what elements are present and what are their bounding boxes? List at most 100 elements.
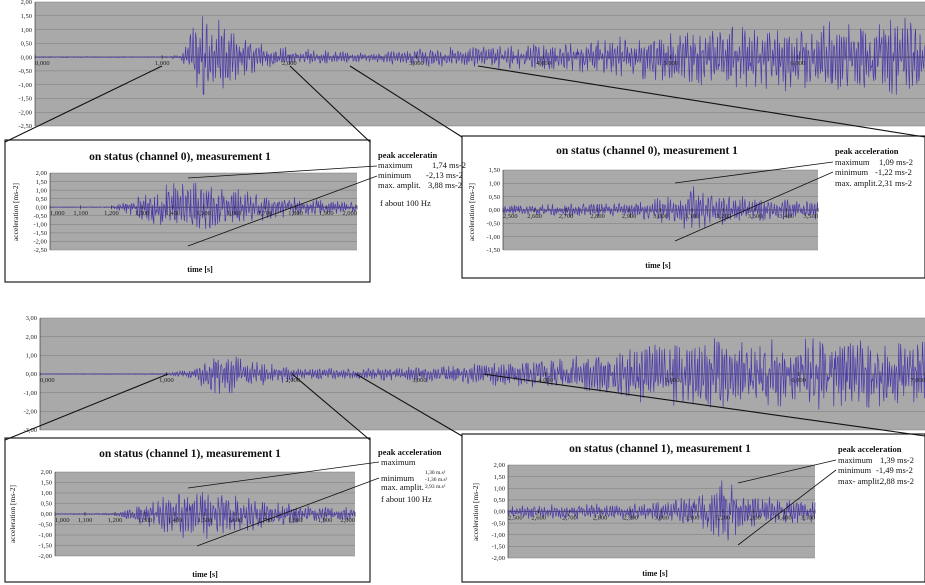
- y-tick-label: 2,00: [494, 462, 505, 469]
- x-tick-label: 3,500: [800, 515, 815, 522]
- y-tick-label: 0,50: [36, 196, 47, 203]
- y-tick-label: 2,00: [21, 0, 32, 6]
- peak-annotation-b1: peak acceleration maximum 1,39 ms-2 mini…: [737, 444, 914, 546]
- y-tick-label: -1,50: [491, 544, 505, 551]
- x-tick-label: 0,000: [40, 377, 55, 384]
- x-tick-label: 1,300: [135, 210, 150, 217]
- y-tick-label: -1,50: [18, 96, 32, 103]
- y-tick-label: 1,00: [26, 353, 37, 360]
- connector-line: [349, 65, 463, 138]
- x-tick-label: 2,000: [340, 517, 355, 524]
- x-tick-label: 1,800: [288, 210, 303, 217]
- x-tick-label: 1,800: [288, 517, 303, 524]
- y-tick-label: -2,50: [33, 247, 47, 254]
- x-tick-label: 3,000: [409, 60, 424, 67]
- y-tick-label: 0,00: [489, 207, 500, 214]
- plot-area: [35, 2, 925, 126]
- x-tick-label: 1,400: [165, 210, 180, 217]
- x-tick-label: 2,800: [590, 213, 605, 220]
- x-tick-label: 1,300: [138, 517, 153, 524]
- x-tick-label: 6,000: [791, 377, 806, 384]
- x-tick-label: 2,500: [503, 213, 518, 220]
- y-tick-label: 0,00: [26, 371, 37, 378]
- annotation-label: max. amplit.: [835, 178, 878, 188]
- y-tick-label: 0,00: [41, 511, 52, 518]
- y-tick-label: 0,50: [41, 501, 52, 508]
- y-tick-label: -1,50: [38, 543, 52, 550]
- y-tick-label: -0,50: [18, 68, 32, 75]
- y-tick-label: -2,00: [33, 239, 47, 246]
- annotation-value: 1,30 m.s²: [425, 470, 446, 476]
- x-tick-label: 3,300: [748, 213, 763, 220]
- annotation-pointer: [737, 459, 837, 484]
- y-tick-label: -0,50: [33, 213, 47, 220]
- x-tick-label: 5,000: [665, 377, 680, 384]
- chart-title: on status (channel 0), measurement 1: [89, 151, 271, 163]
- annotation-heading: peak acceleration: [835, 146, 899, 156]
- x-tick-label: 4,000: [536, 60, 551, 67]
- y-tick-label: 0,50: [21, 41, 32, 48]
- overview-chart-channel-1: 3,00 2,00 1,00 0,00 -1,00 -2,00 -3,00 0,000 1,00…: [23, 315, 925, 434]
- x-tick-label: 1,400: [168, 517, 183, 524]
- annotation-pointer: [737, 469, 837, 546]
- y-axis-label: acceleration [ms-2]: [471, 483, 480, 541]
- x-tick-label: 1,200: [108, 517, 123, 524]
- y-tick-label: 3,00: [26, 315, 37, 322]
- signal-series-line: [34, 16, 925, 96]
- x-tick-label: 3,300: [746, 515, 761, 522]
- x-tick-label: 2,900: [622, 213, 637, 220]
- x-tick-label: 1,500: [198, 517, 213, 524]
- y-tick-label: 1,50: [21, 13, 32, 20]
- y-tick-label: 1,00: [36, 187, 47, 194]
- y-tick-label: 0,00: [494, 509, 505, 516]
- y-axis-label: acceleration [ms-2]: [8, 485, 17, 543]
- y-tick-label: 0,00: [21, 54, 32, 61]
- annotation-heading: peak acceleratin: [378, 150, 438, 160]
- x-tick-label: 1,200: [104, 210, 119, 217]
- x-tick-label: 1,900: [318, 517, 333, 524]
- x-tick-label: 2,500: [508, 515, 523, 522]
- y-tick-label: -1,00: [38, 532, 52, 539]
- annotation-value: -1,22 ms-2: [875, 167, 912, 177]
- connector-line: [477, 65, 925, 138]
- annotation-label: minimum: [838, 465, 871, 475]
- annotation-value: -1,49 ms-2: [876, 465, 913, 475]
- x-tick-label: 1,000: [159, 377, 174, 384]
- annotation-label: minimum: [835, 167, 868, 177]
- zoom-chart-channel-1-b: on status (channel 1), measurement 1 tim…: [471, 443, 816, 578]
- x-axis-label: time [s]: [192, 570, 218, 579]
- annotation-value: 2,93 m.s²: [425, 484, 446, 490]
- y-tick-label: 2,00: [26, 334, 37, 341]
- y-tick-label: 1,50: [41, 480, 52, 487]
- annotation-value: 1,39 ms-2: [880, 455, 914, 465]
- y-tick-label: 1,00: [41, 490, 52, 497]
- x-tick-label: 3,000: [654, 515, 669, 522]
- x-tick-label: 1,600: [227, 210, 242, 217]
- annotation-label: maximum: [381, 457, 416, 467]
- annotation-label: max. amplit.: [378, 180, 421, 190]
- connector-line: [482, 373, 925, 437]
- annotation-value: 2,31 ms-2: [878, 178, 912, 188]
- connector-line: [4, 373, 169, 441]
- y-axis-label: acceleration [ms-2]: [11, 183, 20, 241]
- x-tick-label: 1,000: [55, 517, 70, 524]
- annotation-label: max- amplit.: [838, 476, 881, 486]
- zoom-chart-channel-0-a: on status (channel 0), measurement 1 tim…: [11, 151, 358, 274]
- x-tick-label: 1,500: [196, 210, 211, 217]
- x-tick-label: 3,400: [777, 515, 792, 522]
- x-tick-label: 3,400: [779, 213, 794, 220]
- y-tick-label: -0,50: [491, 520, 505, 527]
- annotation-value: -2,13 ms-2: [426, 170, 463, 180]
- x-tick-label: 2,800: [593, 515, 608, 522]
- y-tick-label: -2,00: [18, 109, 32, 116]
- y-tick-label: 1,50: [494, 474, 505, 481]
- overview-chart-channel-0: 2,00 1,50 1,00 0,50 0,00 -0,50 -1,00 -1,50 -2,00…: [18, 0, 925, 130]
- x-tick-label: 3,100: [685, 213, 700, 220]
- zoom-chart-channel-1-a: on status (channel 1), measurement 1 tim…: [8, 448, 356, 579]
- y-axis-label: acceleration [ms-2]: [467, 183, 476, 241]
- x-tick-label: 4,000: [538, 377, 553, 384]
- zoom-connectors: [4, 65, 925, 441]
- x-tick-label: 3,000: [653, 213, 668, 220]
- x-axis-label: time [s]: [645, 261, 671, 270]
